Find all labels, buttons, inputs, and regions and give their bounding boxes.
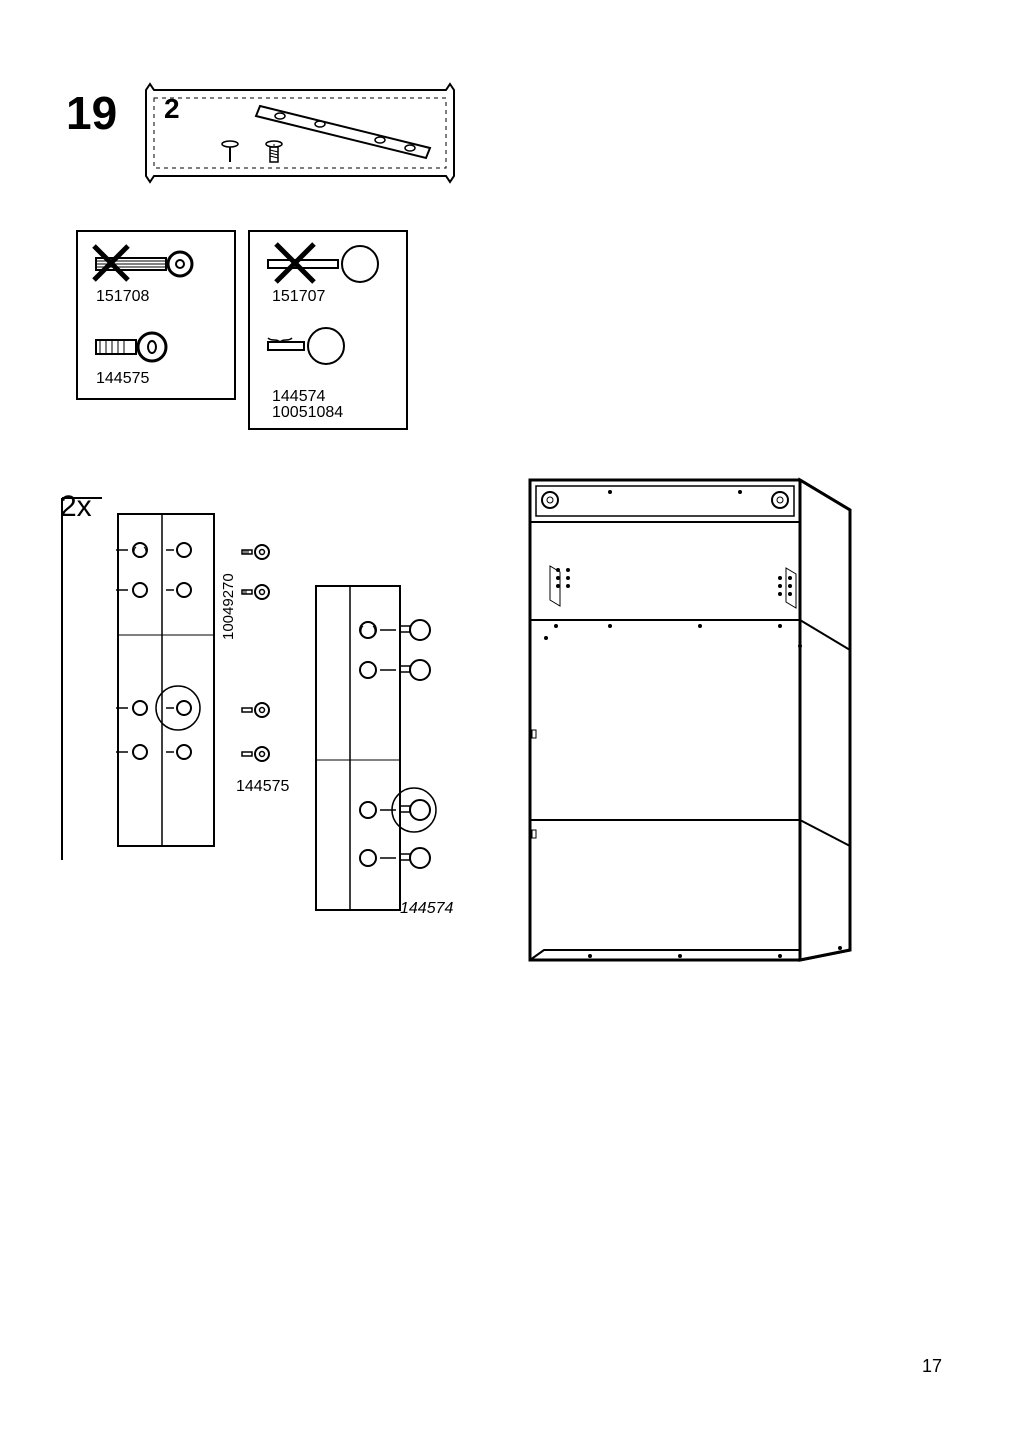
tray-hardware [200, 100, 460, 180]
panel-cam-insertion-left [54, 490, 314, 870]
hinge-pin-detail-panel [310, 580, 450, 920]
part-label-10049270: 10049270 [220, 573, 237, 640]
part-label-144574-b: 144574 [400, 900, 453, 918]
cabinet-isometric-illustration [500, 450, 960, 970]
step-number: 19 [66, 86, 117, 140]
part-label-144575-b: 144575 [236, 778, 289, 796]
part-label-144575: 144575 [96, 370, 149, 388]
page-number: 17 [922, 1356, 942, 1377]
assembly-step-page: 19 2 [0, 0, 1012, 1432]
part-label-151707: 151707 [272, 288, 325, 306]
part-label-10051084: 10051084 [272, 404, 343, 422]
tray-inner-label: 2 [164, 93, 180, 125]
part-label-151708: 151708 [96, 288, 149, 306]
